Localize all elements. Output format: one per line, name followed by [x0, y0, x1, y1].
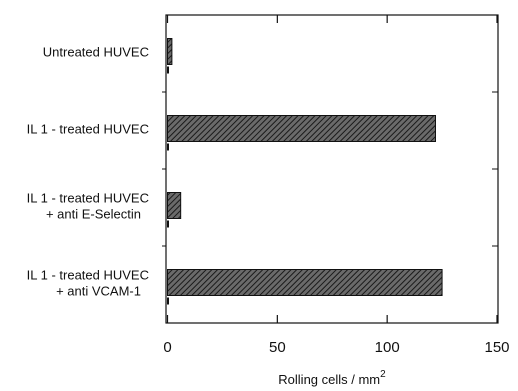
- x-tick-label-150: 150: [484, 339, 509, 356]
- category-label-4-line-2: + anti VCAM-1: [56, 284, 141, 299]
- x-tick-label-100: 100: [375, 339, 400, 356]
- x-tick-label-0: 0: [163, 339, 171, 356]
- category-label-1: Untreated HUVEC: [43, 45, 149, 60]
- bars-group: [167, 38, 443, 305]
- category-label-2-line-1: IL 1 - treated HUVEC: [27, 122, 149, 137]
- bar-1: [167, 38, 173, 65]
- category-label-3-line-2: + anti E-Selectin: [46, 207, 141, 222]
- x-axis-title-superscript: 2: [380, 369, 386, 380]
- category-label-1-line-1: Untreated HUVEC: [43, 45, 149, 60]
- category-label-2: IL 1 - treated HUVEC: [27, 122, 149, 137]
- category-label-3-line-1: IL 1 - treated HUVEC: [27, 191, 149, 206]
- x-tick-label-50: 50: [269, 339, 286, 356]
- bar-2: [167, 115, 436, 142]
- category-label-4-line-1: IL 1 - treated HUVEC: [27, 268, 149, 283]
- category-label-3: IL 1 - treated HUVEC + anti E-Selectin: [27, 191, 149, 222]
- x-axis-title: Rolling cells / mm2: [278, 369, 386, 387]
- bar-4: [167, 269, 443, 296]
- x-ticks-group: 0 50 100 150: [162, 15, 510, 356]
- x-axis-title-text: Rolling cells / mm: [278, 372, 380, 387]
- category-label-4: IL 1 - treated HUVEC + anti VCAM-1: [27, 268, 149, 299]
- bar-3: [167, 192, 182, 219]
